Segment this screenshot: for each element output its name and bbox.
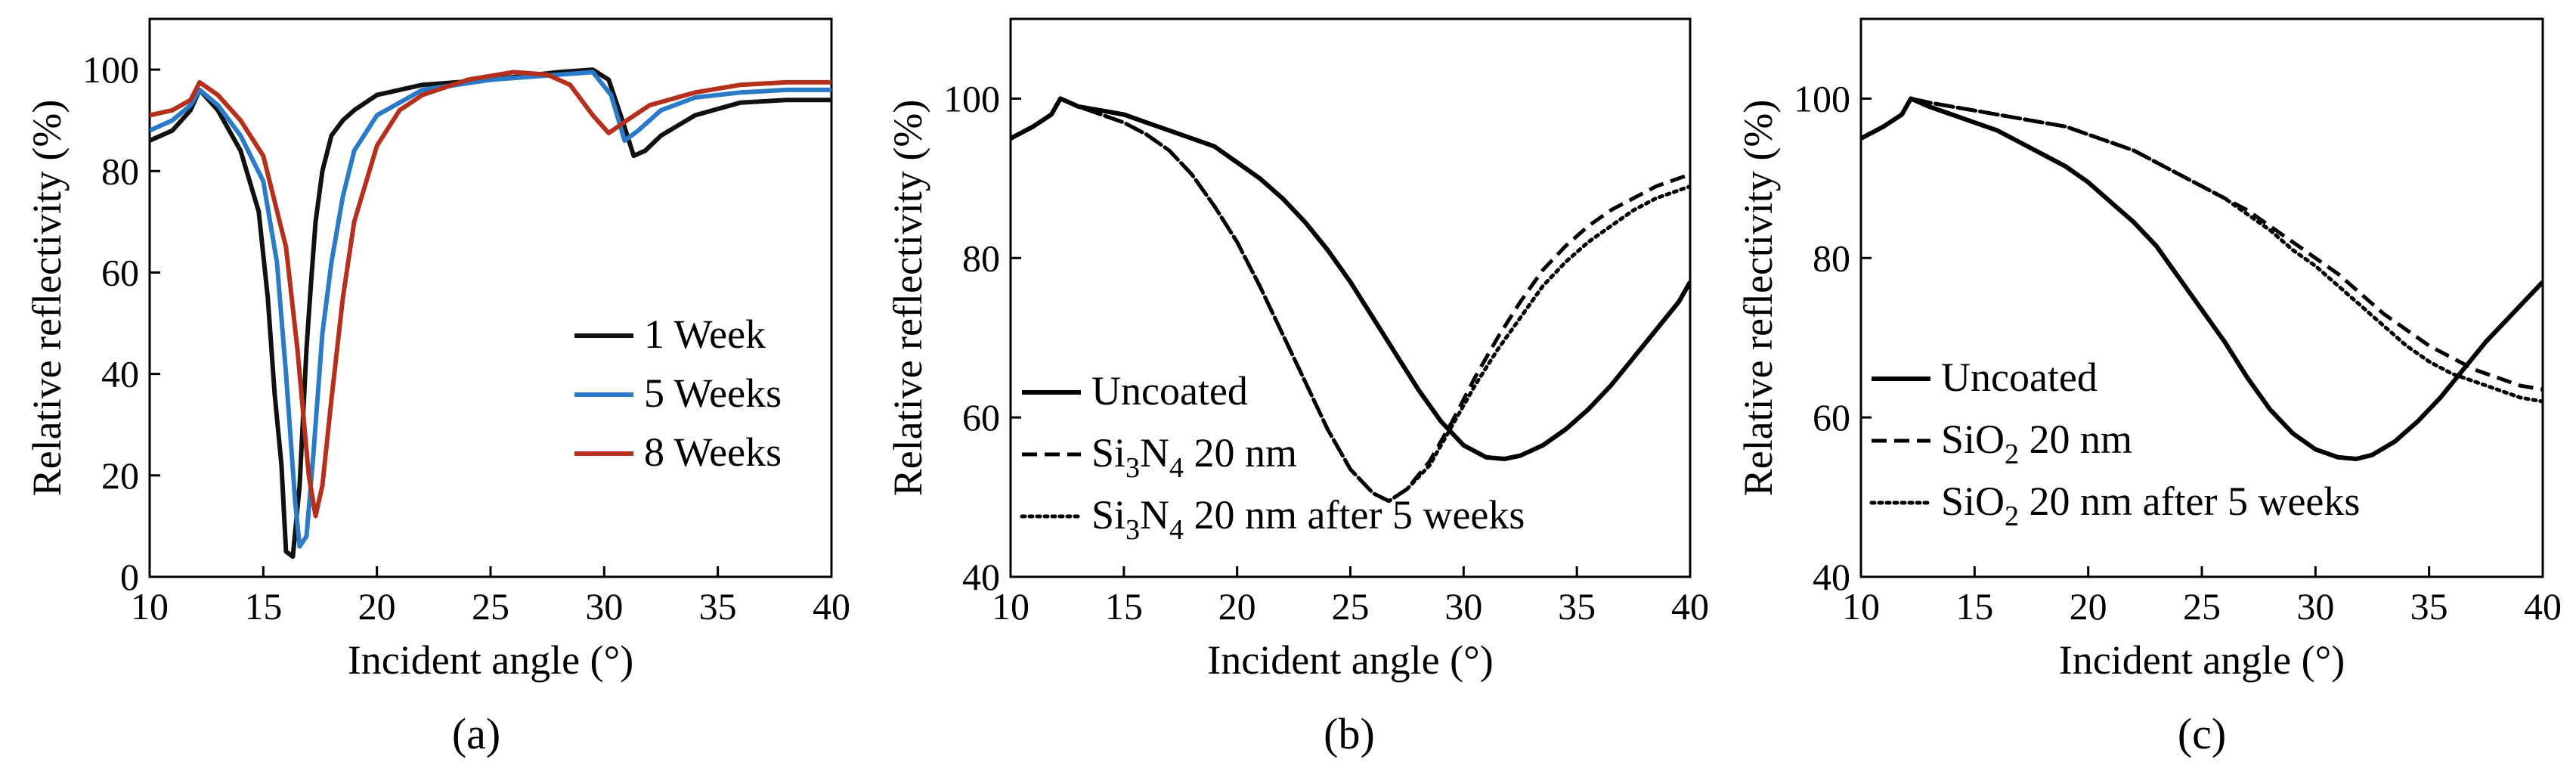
legend-text: N [1140, 430, 1169, 476]
x-tick-label: 15 [244, 585, 282, 628]
legend-text: Si [1091, 492, 1125, 538]
x-axis-label: Incident angle (°) [348, 637, 633, 683]
legend-text: 20 nm [2019, 417, 2132, 462]
x-tick-label: 30 [585, 585, 623, 628]
series-line-1-week [150, 67, 831, 559]
legend-subscript: 2 [2005, 438, 2019, 470]
panel-label: (b) [1324, 709, 1375, 758]
x-tick-label: 25 [2183, 585, 2221, 628]
series-line-uncoated [1861, 96, 2543, 461]
x-tick-label: 40 [813, 585, 850, 628]
y-tick-label: 80 [101, 150, 139, 192]
panel-label: (c) [2178, 709, 2226, 758]
panel-c: 10 15 20 25 30 35 40 40 60 80 100 Incident angle (°… [1735, 17, 2562, 758]
x-tick-label: 10 [992, 585, 1029, 628]
x-tick-label: 15 [1955, 585, 1993, 628]
legend-text: 20 nm after 5 weeks [1184, 492, 1525, 538]
legend-subscript: 3 [1125, 452, 1140, 484]
legend-text: SiO [1941, 417, 2005, 462]
y-tick-label: 40 [1813, 556, 1850, 598]
x-tick-label: 25 [1332, 585, 1370, 628]
x-tick-label: 30 [2296, 585, 2334, 628]
legend-entry: 5 Weeks [644, 370, 782, 416]
x-axis-label: Incident angle (°) [1207, 637, 1493, 683]
x-axis-label: Incident angle (°) [2059, 637, 2345, 683]
x-tick-label: 20 [1218, 585, 1256, 628]
y-tick-label: 60 [1813, 396, 1850, 438]
panel-a: 10 15 20 25 30 35 40 0 20 40 60 80 100 Incident angle… [24, 17, 850, 758]
legend-entry: Uncoated [1941, 355, 2098, 400]
legend: 1 Week 5 Weeks 8 Weeks [574, 311, 782, 475]
panel-b: 10 15 20 25 30 35 40 40 60 80 100 Incident angle (°… [885, 17, 1709, 758]
series-line-uncoated [1011, 96, 1690, 461]
legend-subscript: 4 [1169, 452, 1184, 484]
series-line-sio2-20-nm [1861, 96, 2543, 392]
panel-label: (a) [452, 709, 500, 758]
series-line-8-weeks [150, 70, 831, 519]
legend-text: 8 Weeks [644, 429, 782, 475]
y-tick-label: 0 [120, 556, 139, 598]
y-tick-label: 80 [962, 237, 1000, 279]
y-axis-label: Relative reflectivity (%) [24, 100, 70, 497]
plot-frame [148, 17, 833, 578]
x-tick-label: 35 [2410, 585, 2448, 628]
legend-entry: 1 Week [644, 311, 766, 357]
legend-entry: Si3N4 20 nm after 5 weeks [1091, 492, 1525, 546]
legend-text: SiO [1941, 479, 2005, 524]
legend-text: N [1140, 492, 1169, 538]
legend-entry: 8 Weeks [644, 429, 782, 475]
x-tick-label: 40 [1671, 585, 1709, 628]
legend-text: Uncoated [1091, 368, 1248, 414]
series-line-si3n4-20-nm-after-5-weeks [1011, 96, 1690, 504]
legend-subscript: 4 [1169, 514, 1184, 546]
y-tick-label: 100 [1794, 77, 1850, 119]
y-axis-label: Relative reflectivity (%) [885, 100, 930, 497]
legend-entry: SiO2 20 nm after 5 weeks [1941, 479, 2360, 532]
legend-subscript: 3 [1125, 514, 1140, 546]
y-tick-label: 40 [101, 353, 139, 395]
x-tick-label: 20 [358, 585, 396, 628]
legend-text: Uncoated [1941, 355, 2098, 400]
legend-entry: SiO2 20 nm [1941, 417, 2132, 470]
x-tick-label: 10 [1842, 585, 1880, 628]
legend-entry: Si3N4 20 nm [1091, 430, 1297, 484]
y-tick-label: 60 [101, 251, 139, 293]
series-line-5-weeks [150, 70, 831, 549]
y-tick-label: 100 [82, 48, 139, 91]
legend-text: 20 nm after 5 weeks [2019, 479, 2360, 524]
legend-text: Si [1091, 430, 1125, 476]
x-tick-label: 35 [699, 585, 737, 628]
y-axis-label: Relative reflectivity (%) [1735, 100, 1781, 497]
legend-text: 5 Weeks [644, 370, 782, 416]
x-tick-label: 10 [131, 585, 169, 628]
x-tick-label: 40 [2524, 585, 2562, 628]
y-tick-label: 40 [962, 556, 1000, 598]
x-tick-label: 35 [1558, 585, 1596, 628]
series-line-sio2-20-nm-after-5-weeks [1861, 96, 2543, 404]
y-tick-label: 80 [1813, 237, 1850, 279]
legend-text: 1 Week [644, 311, 766, 357]
x-tick-label: 15 [1105, 585, 1143, 628]
y-tick-label: 100 [943, 77, 1000, 119]
x-tick-label: 20 [2070, 585, 2107, 628]
legend-text: 20 nm [1184, 430, 1297, 476]
legend-entry: Uncoated [1091, 368, 1248, 414]
y-tick-label: 20 [101, 454, 139, 497]
y-tick-label: 60 [962, 396, 1000, 438]
x-tick-label: 25 [472, 585, 509, 628]
x-tick-label: 30 [1444, 585, 1482, 628]
legend-subscript: 2 [2005, 500, 2019, 532]
